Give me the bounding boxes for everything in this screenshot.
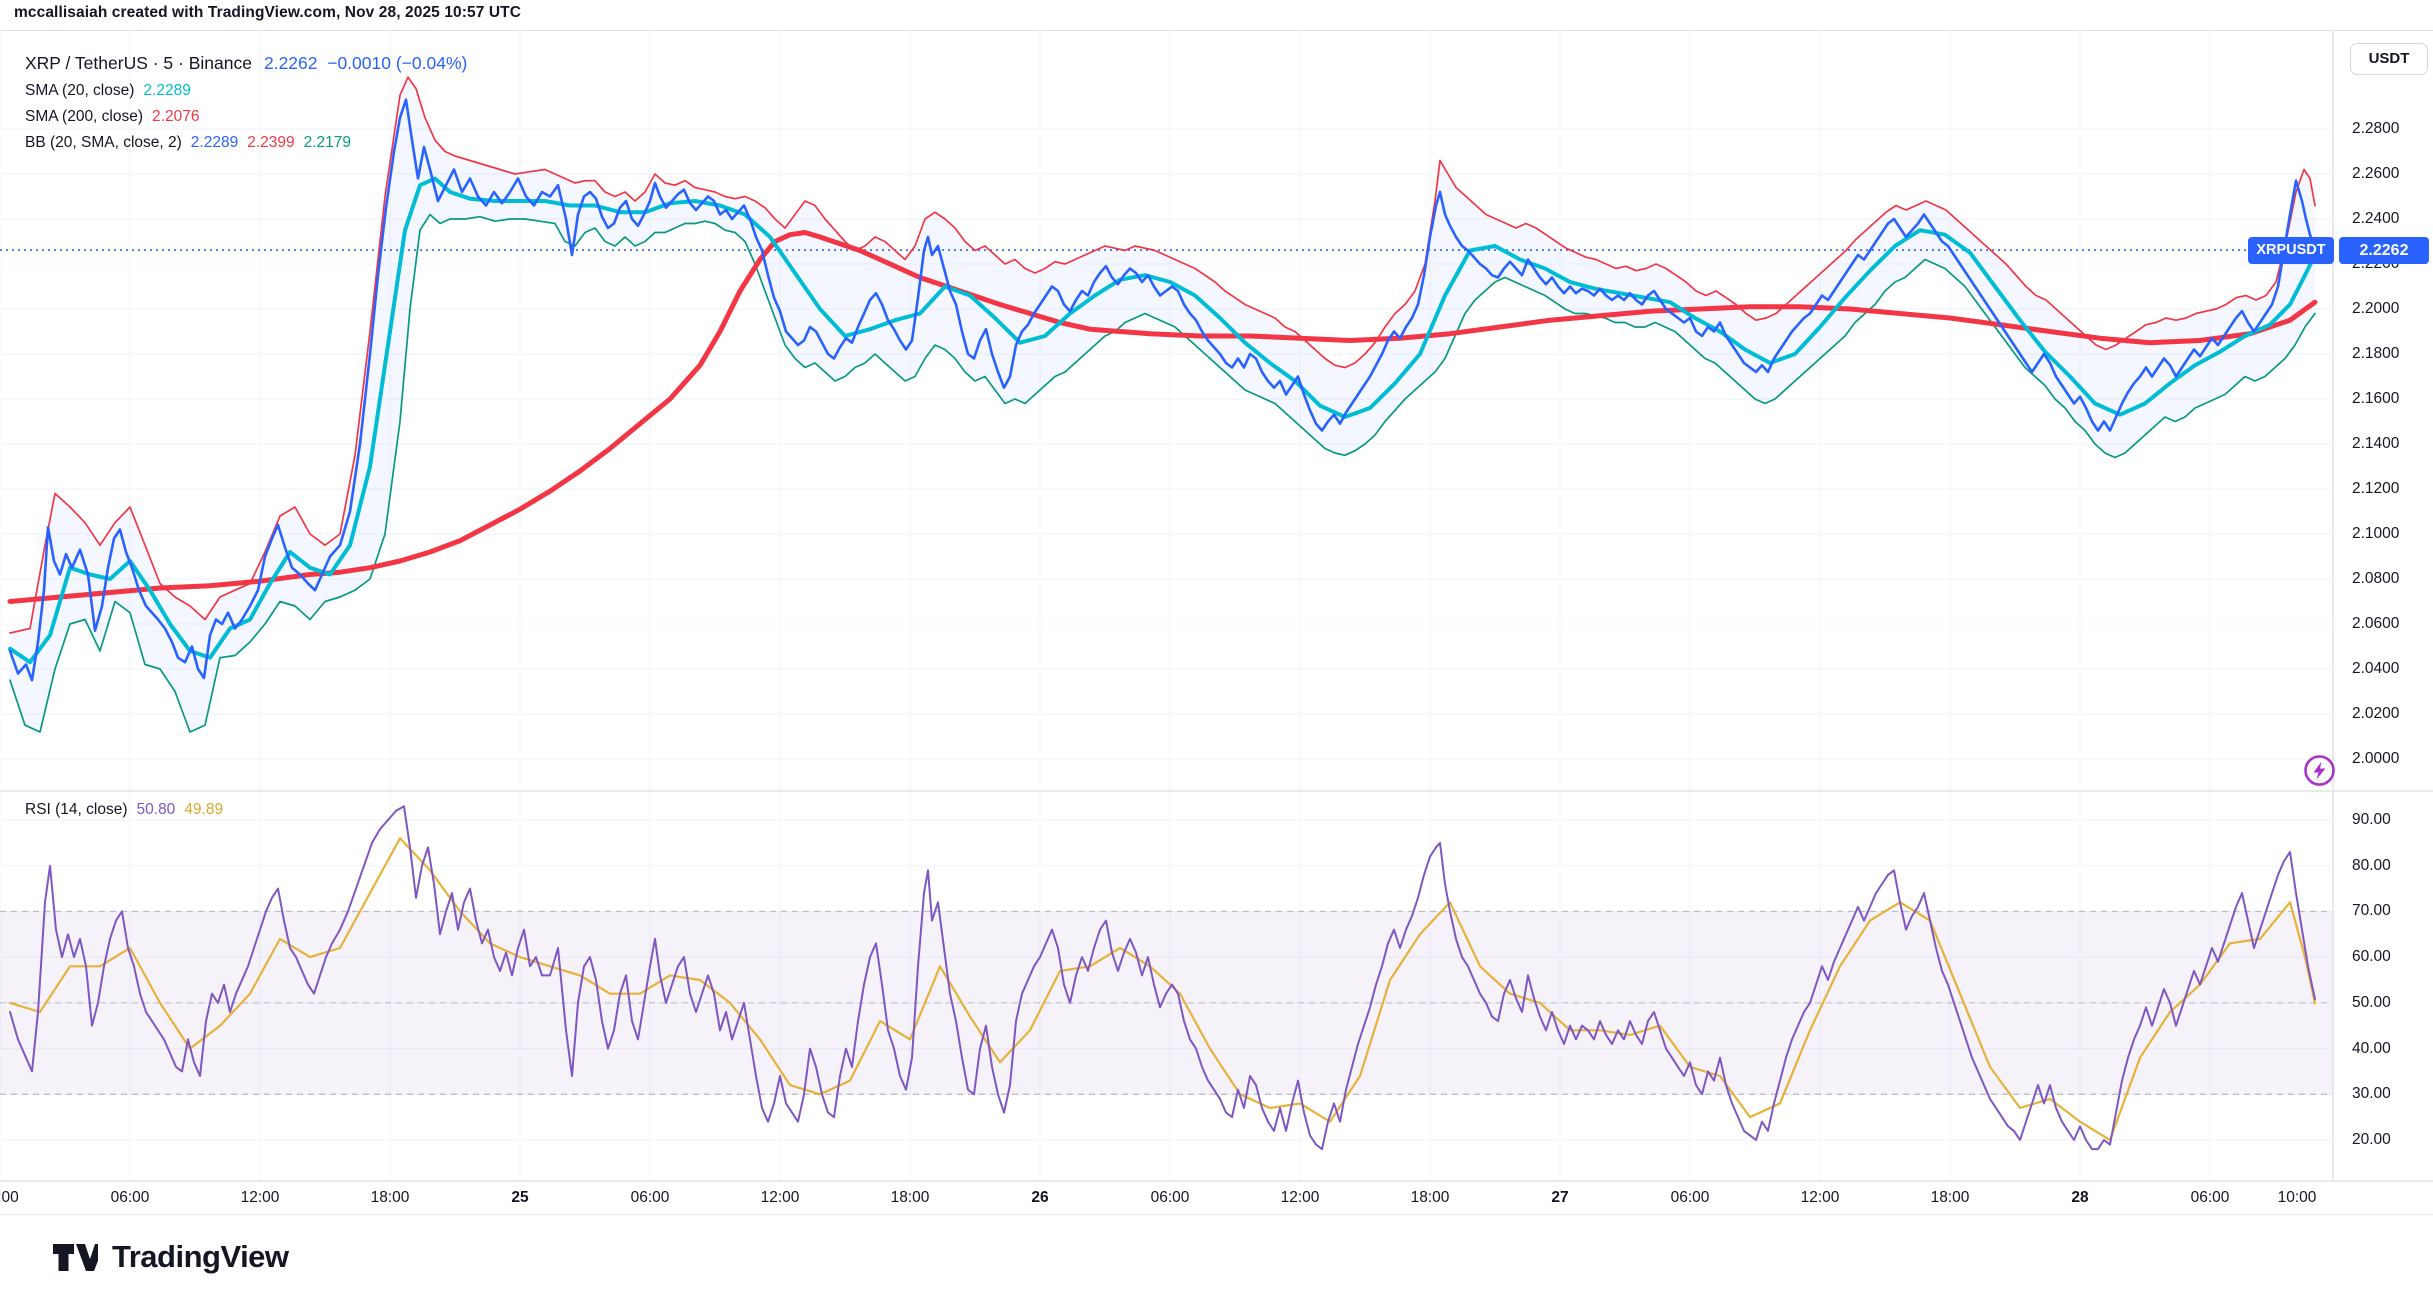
instant-order-button[interactable] bbox=[2303, 754, 2336, 787]
rsi-tick: 80.00 bbox=[2352, 856, 2391, 874]
time-tick: 18:00 bbox=[1930, 1189, 1970, 1206]
lightning-icon bbox=[2313, 761, 2326, 780]
time-tick: 12:00 bbox=[1280, 1189, 1320, 1206]
bb-basis-value: 2.2289 bbox=[190, 134, 239, 151]
chart-container: XRP / TetherUS · 5 · Binance 2.2262 −0.00… bbox=[0, 30, 2433, 1216]
time-tick: :00 bbox=[0, 1189, 19, 1206]
time-tick: 27 bbox=[1551, 1189, 1569, 1206]
chart-canvas[interactable] bbox=[0, 31, 2433, 1216]
tradingview-logo-text: TradingView bbox=[112, 1239, 289, 1274]
time-tick: 28 bbox=[2071, 1189, 2089, 1206]
sma20-line bbox=[8, 176, 2317, 665]
tradingview-logo[interactable]: TradingView bbox=[52, 1237, 289, 1277]
rsi-ma-value: 49.89 bbox=[184, 801, 224, 818]
rsi-tick: 40.00 bbox=[2352, 1039, 2391, 1057]
rsi-legend[interactable]: RSI (14, close) 50.80 49.89 bbox=[25, 801, 223, 819]
sma200-line bbox=[7, 230, 2318, 604]
symbol-title: XRP / TetherUS · 5 · Binance bbox=[25, 53, 252, 73]
time-tick: 06:00 bbox=[1670, 1189, 1710, 1206]
price-line bbox=[8, 98, 2317, 682]
sma20-value: 2.2289 bbox=[143, 82, 191, 99]
bb-lower-value: 2.2179 bbox=[303, 134, 352, 151]
price-tick: 2.1600 bbox=[2352, 390, 2400, 407]
sma20-label: SMA (20, close) bbox=[25, 82, 135, 99]
rsi-tick: 30.00 bbox=[2352, 1085, 2391, 1103]
rsi-tick: 60.00 bbox=[2352, 948, 2391, 966]
bb-legend[interactable]: BB (20, SMA, close, 2) 2.2289 2.2399 2.2179 bbox=[25, 134, 351, 152]
price-tick: 2.0600 bbox=[2352, 615, 2400, 632]
time-tick: 10:00 bbox=[2277, 1189, 2317, 1206]
price-tick: 2.2800 bbox=[2352, 120, 2400, 137]
bb-upper-value: 2.2399 bbox=[247, 134, 295, 151]
price-tick: 2.1800 bbox=[2352, 345, 2400, 362]
symbol-legend[interactable]: XRP / TetherUS · 5 · Binance 2.2262 −0.00… bbox=[25, 53, 467, 74]
last-price: 2.2262 bbox=[263, 53, 318, 73]
price-tick: 2.0800 bbox=[2352, 570, 2400, 587]
bb-band-fill bbox=[10, 77, 2315, 732]
rsi-line bbox=[9, 805, 2316, 1151]
price-tick: 2.0000 bbox=[2352, 750, 2400, 767]
current-price-label: 2.2262 bbox=[2339, 237, 2429, 264]
sma200-label: SMA (200, close) bbox=[25, 108, 144, 125]
price-tick: 2.1200 bbox=[2352, 480, 2400, 497]
currency-toggle-button[interactable]: USDT bbox=[2350, 43, 2428, 75]
time-tick: 26 bbox=[1031, 1189, 1049, 1206]
time-tick: 25 bbox=[511, 1189, 529, 1206]
time-tick: 06:00 bbox=[2190, 1189, 2230, 1206]
time-tick: 06:00 bbox=[110, 1189, 150, 1206]
rsi-value: 50.80 bbox=[136, 801, 176, 818]
sma200-value: 2.2076 bbox=[152, 108, 200, 125]
rsi-tick: 70.00 bbox=[2352, 902, 2391, 920]
rsi-band-fill bbox=[0, 911, 2333, 1095]
time-tick: 18:00 bbox=[370, 1189, 410, 1206]
price-tick: 2.2600 bbox=[2352, 165, 2400, 182]
price-tick: 2.1000 bbox=[2352, 525, 2400, 542]
rsi-tick: 90.00 bbox=[2352, 811, 2391, 828]
time-tick: 18:00 bbox=[890, 1189, 930, 1206]
price-tick: 2.2000 bbox=[2352, 300, 2400, 317]
time-tick: 12:00 bbox=[240, 1189, 280, 1206]
tradingview-logo-icon bbox=[53, 1244, 98, 1271]
bb-upper-line bbox=[9, 76, 2316, 634]
rsi-tick: 20.00 bbox=[2352, 1130, 2391, 1148]
symbol-price-flag: XRPUSDT bbox=[2248, 237, 2334, 264]
time-tick: 18:00 bbox=[1410, 1189, 1450, 1206]
footer: TradingView bbox=[0, 1215, 2433, 1302]
sma200-legend[interactable]: SMA (200, close) 2.2076 bbox=[25, 108, 199, 126]
bb-label: BB (20, SMA, close, 2) bbox=[25, 134, 182, 151]
time-tick: 06:00 bbox=[1150, 1189, 1190, 1206]
time-tick: 12:00 bbox=[760, 1189, 800, 1206]
attribution-text: mccallisaiah created with TradingView.co… bbox=[14, 4, 522, 21]
price-tick: 2.0400 bbox=[2352, 660, 2400, 677]
time-tick: 12:00 bbox=[1800, 1189, 1840, 1206]
price-tick: 2.2400 bbox=[2352, 210, 2400, 227]
price-change: −0.0010 bbox=[327, 53, 391, 73]
bb-lower-line bbox=[9, 213, 2316, 733]
attribution-bar: mccallisaiah created with TradingView.co… bbox=[0, 0, 2433, 30]
time-tick: 06:00 bbox=[630, 1189, 670, 1206]
rsi-ma-line bbox=[8, 837, 2317, 1142]
rsi-tick: 50.00 bbox=[2352, 993, 2391, 1011]
sma20-legend[interactable]: SMA (20, close) 2.2289 bbox=[25, 82, 191, 100]
rsi-label: RSI (14, close) bbox=[25, 801, 128, 818]
price-tick: 2.0200 bbox=[2352, 705, 2400, 722]
price-change-pct: (−0.04%) bbox=[395, 53, 468, 73]
price-tick: 2.1400 bbox=[2352, 435, 2400, 452]
